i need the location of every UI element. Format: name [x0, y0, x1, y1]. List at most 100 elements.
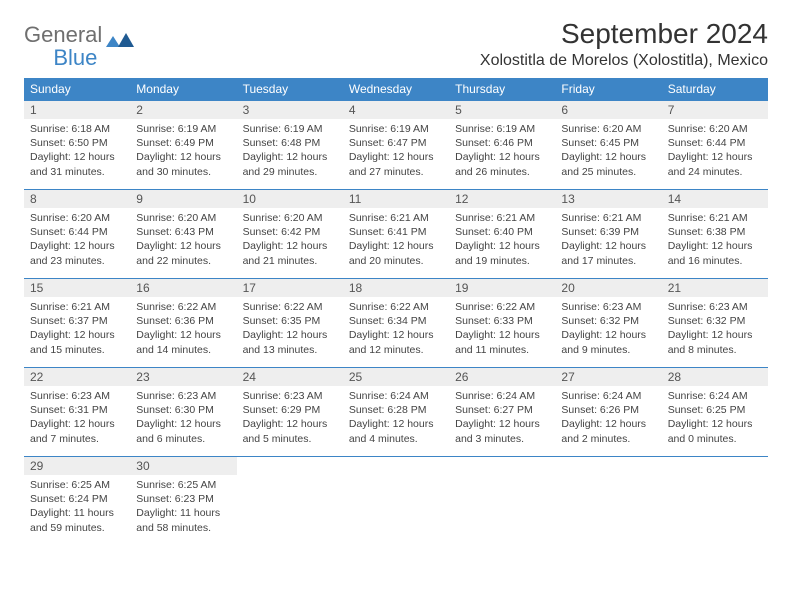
day-cell — [343, 457, 449, 546]
day-details: Sunrise: 6:22 AMSunset: 6:33 PMDaylight:… — [449, 297, 555, 363]
day-details: Sunrise: 6:21 AMSunset: 6:39 PMDaylight:… — [555, 208, 661, 274]
day-details: Sunrise: 6:20 AMSunset: 6:44 PMDaylight:… — [662, 119, 768, 185]
day-details: Sunrise: 6:25 AMSunset: 6:24 PMDaylight:… — [24, 475, 130, 541]
day-number: 23 — [130, 368, 236, 386]
day-details: Sunrise: 6:24 AMSunset: 6:26 PMDaylight:… — [555, 386, 661, 452]
col-monday: Monday — [130, 78, 236, 101]
day-number: 4 — [343, 101, 449, 119]
table-row: 1Sunrise: 6:18 AMSunset: 6:50 PMDaylight… — [24, 101, 768, 190]
day-cell: 25Sunrise: 6:24 AMSunset: 6:28 PMDayligh… — [343, 368, 449, 457]
table-row: 15Sunrise: 6:21 AMSunset: 6:37 PMDayligh… — [24, 279, 768, 368]
day-number: 13 — [555, 190, 661, 208]
day-details: Sunrise: 6:19 AMSunset: 6:48 PMDaylight:… — [237, 119, 343, 185]
day-number: 28 — [662, 368, 768, 386]
col-friday: Friday — [555, 78, 661, 101]
day-cell: 19Sunrise: 6:22 AMSunset: 6:33 PMDayligh… — [449, 279, 555, 368]
day-number: 9 — [130, 190, 236, 208]
day-cell: 7Sunrise: 6:20 AMSunset: 6:44 PMDaylight… — [662, 101, 768, 190]
day-cell: 22Sunrise: 6:23 AMSunset: 6:31 PMDayligh… — [24, 368, 130, 457]
day-cell: 13Sunrise: 6:21 AMSunset: 6:39 PMDayligh… — [555, 190, 661, 279]
day-number: 24 — [237, 368, 343, 386]
day-cell: 15Sunrise: 6:21 AMSunset: 6:37 PMDayligh… — [24, 279, 130, 368]
day-number: 10 — [237, 190, 343, 208]
day-details: Sunrise: 6:21 AMSunset: 6:40 PMDaylight:… — [449, 208, 555, 274]
day-number: 18 — [343, 279, 449, 297]
day-details: Sunrise: 6:20 AMSunset: 6:43 PMDaylight:… — [130, 208, 236, 274]
day-cell: 27Sunrise: 6:24 AMSunset: 6:26 PMDayligh… — [555, 368, 661, 457]
day-details: Sunrise: 6:24 AMSunset: 6:28 PMDaylight:… — [343, 386, 449, 452]
table-row: 22Sunrise: 6:23 AMSunset: 6:31 PMDayligh… — [24, 368, 768, 457]
day-number: 3 — [237, 101, 343, 119]
day-details: Sunrise: 6:23 AMSunset: 6:30 PMDaylight:… — [130, 386, 236, 452]
day-details: Sunrise: 6:22 AMSunset: 6:34 PMDaylight:… — [343, 297, 449, 363]
day-details: Sunrise: 6:23 AMSunset: 6:29 PMDaylight:… — [237, 386, 343, 452]
day-number: 20 — [555, 279, 661, 297]
day-details: Sunrise: 6:22 AMSunset: 6:35 PMDaylight:… — [237, 297, 343, 363]
day-number: 26 — [449, 368, 555, 386]
day-number: 19 — [449, 279, 555, 297]
day-cell: 5Sunrise: 6:19 AMSunset: 6:46 PMDaylight… — [449, 101, 555, 190]
logo-word-blue: Blue — [53, 45, 97, 70]
col-wednesday: Wednesday — [343, 78, 449, 101]
day-cell: 24Sunrise: 6:23 AMSunset: 6:29 PMDayligh… — [237, 368, 343, 457]
day-cell: 17Sunrise: 6:22 AMSunset: 6:35 PMDayligh… — [237, 279, 343, 368]
day-number: 1 — [24, 101, 130, 119]
day-cell — [662, 457, 768, 546]
day-details: Sunrise: 6:18 AMSunset: 6:50 PMDaylight:… — [24, 119, 130, 185]
col-tuesday: Tuesday — [237, 78, 343, 101]
day-cell — [449, 457, 555, 546]
day-number: 8 — [24, 190, 130, 208]
day-number: 22 — [24, 368, 130, 386]
day-number: 17 — [237, 279, 343, 297]
day-number: 7 — [662, 101, 768, 119]
day-number: 12 — [449, 190, 555, 208]
calendar-table: Sunday Monday Tuesday Wednesday Thursday… — [24, 78, 768, 545]
day-cell: 21Sunrise: 6:23 AMSunset: 6:32 PMDayligh… — [662, 279, 768, 368]
day-cell — [555, 457, 661, 546]
day-details: Sunrise: 6:19 AMSunset: 6:49 PMDaylight:… — [130, 119, 236, 185]
day-details: Sunrise: 6:21 AMSunset: 6:37 PMDaylight:… — [24, 297, 130, 363]
day-cell: 9Sunrise: 6:20 AMSunset: 6:43 PMDaylight… — [130, 190, 236, 279]
month-title: September 2024 — [480, 18, 768, 50]
day-details: Sunrise: 6:20 AMSunset: 6:45 PMDaylight:… — [555, 119, 661, 185]
day-number: 14 — [662, 190, 768, 208]
day-cell: 8Sunrise: 6:20 AMSunset: 6:44 PMDaylight… — [24, 190, 130, 279]
table-row: 8Sunrise: 6:20 AMSunset: 6:44 PMDaylight… — [24, 190, 768, 279]
col-sunday: Sunday — [24, 78, 130, 101]
col-saturday: Saturday — [662, 78, 768, 101]
day-details: Sunrise: 6:25 AMSunset: 6:23 PMDaylight:… — [130, 475, 236, 541]
day-number: 6 — [555, 101, 661, 119]
day-cell: 11Sunrise: 6:21 AMSunset: 6:41 PMDayligh… — [343, 190, 449, 279]
day-number: 25 — [343, 368, 449, 386]
day-cell: 28Sunrise: 6:24 AMSunset: 6:25 PMDayligh… — [662, 368, 768, 457]
day-details: Sunrise: 6:21 AMSunset: 6:38 PMDaylight:… — [662, 208, 768, 274]
day-number: 27 — [555, 368, 661, 386]
location-subtitle: Xolostitla de Morelos (Xolostitla), Mexi… — [480, 52, 768, 70]
day-cell: 23Sunrise: 6:23 AMSunset: 6:30 PMDayligh… — [130, 368, 236, 457]
logo: General GeBlue — [24, 24, 134, 70]
day-details: Sunrise: 6:23 AMSunset: 6:32 PMDaylight:… — [555, 297, 661, 363]
day-cell: 16Sunrise: 6:22 AMSunset: 6:36 PMDayligh… — [130, 279, 236, 368]
logo-word-general: General — [24, 22, 102, 47]
day-cell: 4Sunrise: 6:19 AMSunset: 6:47 PMDaylight… — [343, 101, 449, 190]
day-details: Sunrise: 6:23 AMSunset: 6:31 PMDaylight:… — [24, 386, 130, 452]
day-cell: 18Sunrise: 6:22 AMSunset: 6:34 PMDayligh… — [343, 279, 449, 368]
day-cell: 30Sunrise: 6:25 AMSunset: 6:23 PMDayligh… — [130, 457, 236, 546]
logo-text-block: General GeBlue — [24, 24, 102, 70]
calendar-header-row: Sunday Monday Tuesday Wednesday Thursday… — [24, 78, 768, 101]
header: General GeBlue September 2024 Xolostitla… — [24, 18, 768, 70]
calendar-page: General GeBlue September 2024 Xolostitla… — [0, 0, 792, 563]
day-number: 5 — [449, 101, 555, 119]
day-details: Sunrise: 6:21 AMSunset: 6:41 PMDaylight:… — [343, 208, 449, 274]
day-cell: 26Sunrise: 6:24 AMSunset: 6:27 PMDayligh… — [449, 368, 555, 457]
day-cell: 10Sunrise: 6:20 AMSunset: 6:42 PMDayligh… — [237, 190, 343, 279]
day-number: 21 — [662, 279, 768, 297]
day-number: 16 — [130, 279, 236, 297]
day-cell: 12Sunrise: 6:21 AMSunset: 6:40 PMDayligh… — [449, 190, 555, 279]
logo-mark-icon — [106, 31, 134, 54]
day-cell: 14Sunrise: 6:21 AMSunset: 6:38 PMDayligh… — [662, 190, 768, 279]
day-cell: 20Sunrise: 6:23 AMSunset: 6:32 PMDayligh… — [555, 279, 661, 368]
day-cell: 3Sunrise: 6:19 AMSunset: 6:48 PMDaylight… — [237, 101, 343, 190]
day-cell — [237, 457, 343, 546]
day-cell: 29Sunrise: 6:25 AMSunset: 6:24 PMDayligh… — [24, 457, 130, 546]
